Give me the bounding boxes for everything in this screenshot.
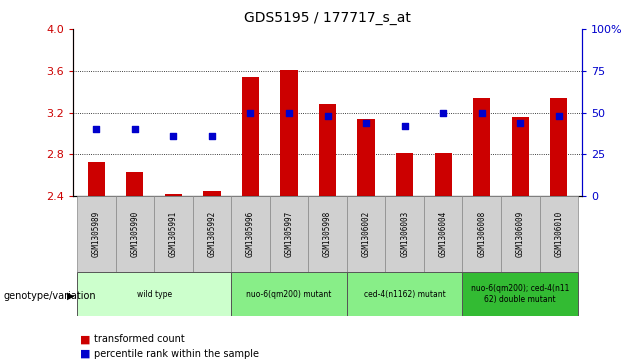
Point bbox=[361, 120, 371, 126]
Text: GSM1305991: GSM1305991 bbox=[169, 211, 178, 257]
Text: GSM1305998: GSM1305998 bbox=[323, 211, 332, 257]
Bar bbox=[347, 272, 462, 316]
Bar bbox=[193, 196, 231, 272]
Text: ▶: ▶ bbox=[67, 291, 74, 301]
Point bbox=[207, 133, 217, 139]
Text: ■: ■ bbox=[80, 334, 90, 344]
Bar bbox=[308, 196, 347, 272]
Text: wild type: wild type bbox=[137, 290, 172, 298]
Text: GSM1305996: GSM1305996 bbox=[246, 211, 255, 257]
Point bbox=[130, 126, 140, 132]
Text: nuo-6(qm200); ced-4(n11
62) double mutant: nuo-6(qm200); ced-4(n11 62) double mutan… bbox=[471, 284, 569, 304]
Bar bbox=[462, 196, 501, 272]
Bar bbox=[231, 196, 270, 272]
Text: GSM1306008: GSM1306008 bbox=[477, 211, 486, 257]
Bar bbox=[231, 272, 347, 316]
Text: GSM1305989: GSM1305989 bbox=[92, 211, 100, 257]
Text: GSM1305997: GSM1305997 bbox=[284, 211, 293, 257]
Bar bbox=[77, 272, 231, 316]
Point bbox=[515, 120, 525, 126]
Bar bbox=[501, 196, 539, 272]
Bar bbox=[126, 172, 144, 196]
Text: GSM1306002: GSM1306002 bbox=[362, 211, 371, 257]
Point bbox=[91, 126, 101, 132]
Bar bbox=[473, 98, 490, 196]
Text: genotype/variation: genotype/variation bbox=[3, 291, 96, 301]
Text: GSM1306004: GSM1306004 bbox=[439, 211, 448, 257]
Point bbox=[554, 113, 564, 119]
Bar bbox=[204, 191, 221, 196]
Bar bbox=[424, 196, 462, 272]
Bar bbox=[434, 153, 452, 196]
Text: GSM1306003: GSM1306003 bbox=[400, 211, 409, 257]
Text: transformed count: transformed count bbox=[94, 334, 185, 344]
Text: ced-4(n1162) mutant: ced-4(n1162) mutant bbox=[364, 290, 445, 298]
Bar bbox=[154, 196, 193, 272]
Bar bbox=[385, 196, 424, 272]
Bar bbox=[280, 70, 298, 196]
Bar bbox=[270, 196, 308, 272]
Bar bbox=[511, 117, 529, 196]
Bar bbox=[116, 196, 154, 272]
Bar bbox=[539, 196, 578, 272]
Text: GSM1305990: GSM1305990 bbox=[130, 211, 139, 257]
Bar bbox=[462, 272, 578, 316]
Bar bbox=[396, 153, 413, 196]
Bar bbox=[88, 162, 105, 196]
Text: nuo-6(qm200) mutant: nuo-6(qm200) mutant bbox=[246, 290, 332, 298]
Text: ■: ■ bbox=[80, 349, 90, 359]
Point bbox=[245, 110, 256, 115]
Point bbox=[476, 110, 487, 115]
Bar bbox=[347, 196, 385, 272]
Text: GSM1306009: GSM1306009 bbox=[516, 211, 525, 257]
Bar bbox=[550, 98, 567, 196]
Bar bbox=[242, 77, 259, 196]
Point bbox=[438, 110, 448, 115]
Bar bbox=[165, 194, 182, 196]
Text: GSM1306010: GSM1306010 bbox=[555, 211, 563, 257]
Point bbox=[284, 110, 294, 115]
Point bbox=[322, 113, 333, 119]
Point bbox=[169, 133, 179, 139]
Point bbox=[399, 123, 410, 129]
Bar bbox=[357, 119, 375, 196]
Text: GSM1305992: GSM1305992 bbox=[207, 211, 216, 257]
Bar bbox=[319, 104, 336, 196]
Text: percentile rank within the sample: percentile rank within the sample bbox=[94, 349, 259, 359]
Title: GDS5195 / 177717_s_at: GDS5195 / 177717_s_at bbox=[244, 11, 411, 25]
Bar bbox=[77, 196, 116, 272]
